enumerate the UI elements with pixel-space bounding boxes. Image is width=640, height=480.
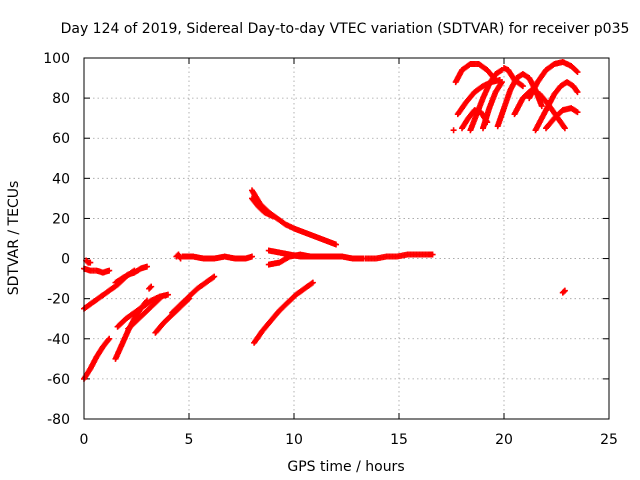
x-axis-label: GPS time / hours: [287, 459, 404, 475]
x-tick-label: 15: [390, 432, 408, 448]
data-point: [157, 294, 164, 301]
data-point: [574, 109, 581, 116]
x-tick-label: 10: [285, 432, 303, 448]
data-points: [81, 59, 581, 382]
data-point: [308, 280, 315, 287]
y-tick-label: 100: [43, 51, 70, 67]
data-point: [498, 79, 505, 86]
y-tick-label: 0: [61, 252, 70, 268]
data-point: [147, 284, 154, 291]
data-point: [87, 259, 94, 266]
series-arc-early-8: [125, 293, 165, 332]
y-tick-label: -20: [47, 292, 70, 308]
data-point: [574, 69, 581, 76]
y-tick-label: 20: [52, 211, 70, 227]
data-point: [106, 267, 113, 274]
series-arc-early-10: [169, 273, 218, 316]
series-high-7: [511, 87, 568, 132]
y-tick-label: 80: [52, 91, 70, 107]
y-axis-label: SDTVAR / TECUs: [6, 181, 22, 296]
data-point: [538, 103, 545, 110]
y-tick-label: -80: [47, 412, 70, 428]
data-point: [429, 251, 436, 258]
data-point: [106, 335, 113, 342]
series-decay-2: [249, 195, 276, 220]
series-high-11: [501, 65, 526, 90]
data-point: [309, 279, 316, 286]
y-tick-label: -60: [47, 372, 70, 388]
data-point: [561, 125, 568, 132]
data-point: [561, 287, 568, 294]
data-point: [560, 288, 567, 295]
data-point: [148, 283, 155, 290]
data-point: [211, 273, 218, 280]
chart-title: Day 124 of 2019, Sidereal Day-to-day VTE…: [61, 21, 630, 37]
data-point: [333, 241, 339, 248]
series-flat-1: [179, 253, 255, 262]
plot-frame: [83, 57, 610, 420]
series-arc-early-12: [173, 251, 184, 262]
y-tick-label: 60: [52, 131, 70, 147]
grid-lines: [84, 58, 609, 419]
data-point: [339, 253, 346, 260]
series-arc-early-4: [83, 257, 94, 266]
data-point: [165, 291, 171, 298]
series-rise-1: [251, 279, 316, 346]
data-point: [519, 83, 526, 90]
series-high-9: [532, 79, 581, 134]
data-point: [270, 213, 276, 220]
series-arc-early-1: [81, 335, 113, 382]
x-tick-label: 5: [185, 432, 194, 448]
x-tick-label: 20: [495, 432, 513, 448]
data-point: [574, 89, 581, 96]
data-point: [573, 68, 580, 75]
series-flat-3: [265, 247, 346, 260]
axis-ticks: 0 5 10 15 20 25 -80 -60 -40 -20 0 20 40 60 80 100: [43, 51, 618, 448]
data-point: [450, 127, 457, 134]
x-tick-label: 25: [600, 432, 618, 448]
series-high-10: [543, 105, 581, 132]
data-point: [158, 293, 165, 300]
series-flat-4: [362, 251, 436, 262]
y-tick-label: 40: [52, 171, 70, 187]
series-high-4: [467, 67, 505, 134]
series-outlier: [559, 287, 568, 296]
series-high-6: [494, 71, 545, 130]
series-high-5: [480, 79, 505, 132]
series-arc-early-11: [146, 283, 155, 292]
data-point: [249, 253, 255, 260]
data-point: [144, 263, 150, 270]
series-arc-early-7: [112, 263, 150, 286]
data-point: [105, 336, 112, 343]
x-tick-label: 0: [80, 432, 89, 448]
series-high-8: [526, 59, 581, 102]
series-high-12: [450, 127, 457, 134]
series-arc-early-3: [81, 265, 113, 276]
y-tick-label: -40: [47, 332, 70, 348]
